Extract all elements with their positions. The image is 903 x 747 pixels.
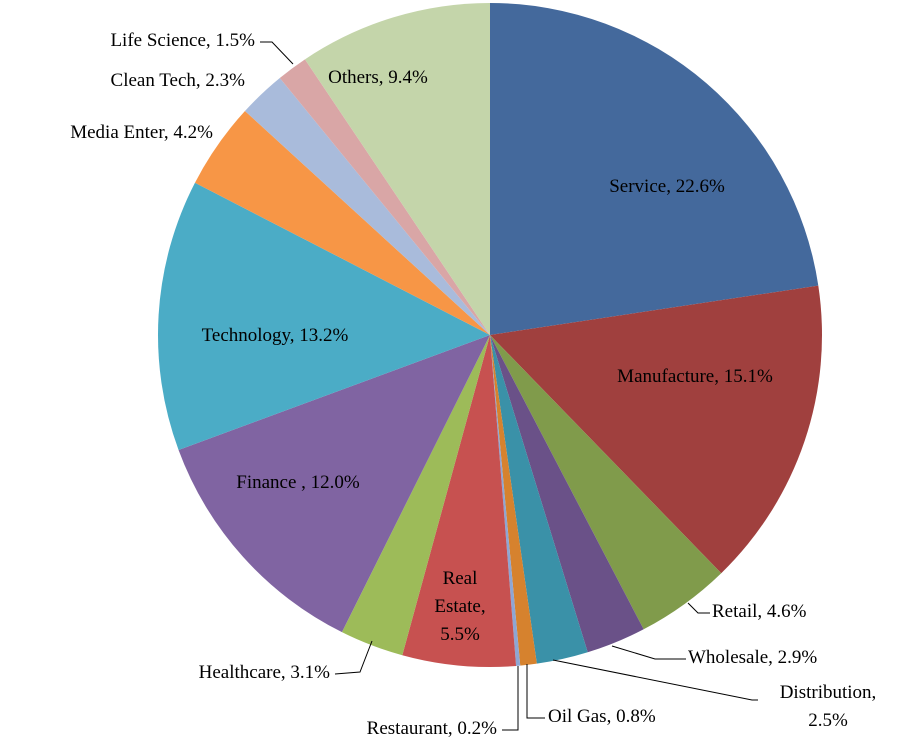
leader-line	[552, 659, 758, 701]
pie-slice	[178, 335, 490, 633]
data-label: Retail, 4.6%	[712, 601, 807, 622]
data-label: Technology, 13.2%	[202, 325, 349, 346]
pie-slice	[304, 3, 490, 335]
data-label: Real Estate, 5.5%	[434, 568, 485, 645]
leader-line	[687, 602, 710, 614]
pie-slice	[279, 59, 490, 336]
data-label: Oil Gas, 0.8%	[548, 706, 656, 727]
pie-slice	[341, 335, 490, 656]
pie-slice	[402, 335, 517, 667]
leader-line	[611, 645, 686, 660]
data-label: Healthcare, 3.1%	[199, 662, 331, 683]
leader-line	[502, 666, 519, 731]
pie-slice	[490, 335, 537, 666]
pie-slice	[244, 78, 490, 335]
leader-line	[260, 41, 294, 65]
data-label: Restaurant, 0.2%	[367, 718, 498, 739]
leader-line	[526, 664, 545, 719]
pie-slice	[490, 3, 819, 335]
pie-slice	[194, 110, 490, 336]
data-label: Finance , 12.0%	[236, 472, 360, 493]
pie-slice	[490, 335, 588, 664]
data-label: Media Enter, 4.2%	[70, 122, 213, 143]
leader-line	[334, 640, 373, 675]
data-label: Distribution, 2.5%	[780, 682, 877, 731]
data-label: Wholesale, 2.9%	[688, 647, 817, 668]
pie-slice	[157, 182, 490, 451]
pie-slice	[490, 335, 722, 630]
pie-slice	[490, 335, 521, 666]
pie-slice	[490, 335, 644, 653]
data-label: Manufacture, 15.1%	[617, 366, 773, 387]
data-label: Others, 9.4%	[328, 67, 428, 88]
data-label: Life Science, 1.5%	[110, 30, 255, 51]
data-label: Service, 22.6%	[609, 176, 725, 197]
pie-slice	[490, 285, 822, 574]
data-label: Clean Tech, 2.3%	[111, 70, 246, 91]
